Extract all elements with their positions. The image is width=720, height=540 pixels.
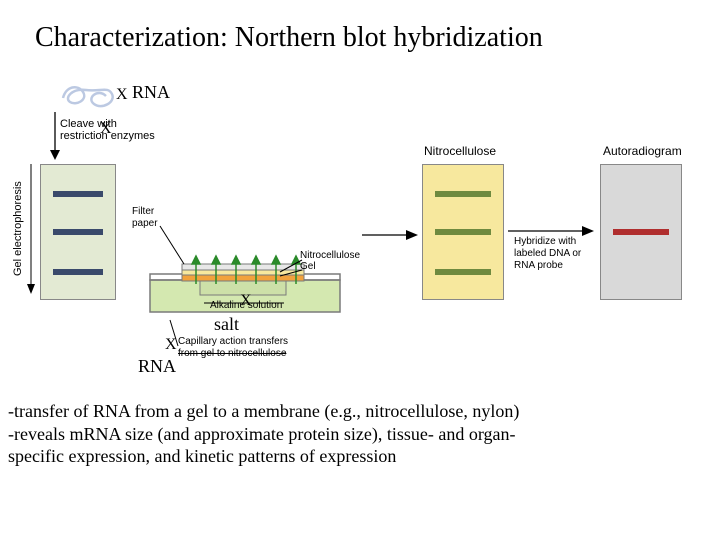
plasmid-icon <box>58 80 118 114</box>
nitgel-label: Nitrocellulose Gel <box>300 250 360 272</box>
hyb-l1: Hybridize with <box>514 236 581 248</box>
cleave-l1: Cleave with <box>60 118 155 130</box>
hyb-l3: RNA probe <box>514 260 581 272</box>
rna-bottom-label: RNA <box>138 356 176 377</box>
body-l2: -reveals mRNA size (and approximate prot… <box>8 423 712 446</box>
autoradiogram-box <box>600 164 682 300</box>
capillary-l2: from gel to nitrocellulose <box>178 348 288 360</box>
hybridize-label: Hybridize with labeled DNA or RNA probe <box>514 236 581 272</box>
filter-l2: paper <box>132 218 158 230</box>
capillary-l1: Capillary action transfers <box>178 336 288 348</box>
filter-pointer-icon <box>158 224 188 268</box>
page-title: Characterization: Northern blot hybridiz… <box>35 22 543 54</box>
cleave-label: Cleave with restriction enzymes <box>60 118 155 142</box>
cleave-l2: restriction enzymes <box>60 130 155 142</box>
capillary-label: Capillary action transfers from gel to n… <box>178 336 288 360</box>
x-mark-3: X <box>240 292 252 310</box>
arrow-gel-to-nitro-icon <box>362 228 418 242</box>
band <box>53 229 103 235</box>
rna-top-label: RNA <box>132 82 170 103</box>
x-mark-1: X <box>116 86 128 104</box>
band <box>435 191 491 197</box>
nitrocellulose-title: Nitrocellulose <box>424 144 496 158</box>
body-l3: specific expression, and kinetic pattern… <box>8 445 712 468</box>
body-text: -transfer of RNA from a gel to a membran… <box>8 400 712 468</box>
filter-l1: Filter <box>132 206 158 218</box>
gel-box <box>40 164 116 300</box>
nitrocellulose-box <box>422 164 504 300</box>
hyb-l2: labeled DNA or <box>514 248 581 260</box>
band <box>53 191 103 197</box>
nitgel-l2: Gel <box>300 261 360 272</box>
band <box>53 269 103 275</box>
band <box>613 229 669 235</box>
x-mark-4: X <box>165 336 177 354</box>
nitgel-l1: Nitrocellulose <box>300 250 360 261</box>
gel-electro-label: Gel electrophoresis <box>12 181 24 276</box>
autoradiogram-title: Autoradiogram <box>603 144 682 158</box>
down-arrow-icon <box>48 112 62 160</box>
band <box>435 269 491 275</box>
nitgel-pointer-icon <box>278 258 304 278</box>
band <box>435 229 491 235</box>
gel-electro-arrow-icon <box>26 164 36 294</box>
body-l1: -transfer of RNA from a gel to a membran… <box>8 400 712 423</box>
filter-label: Filter paper <box>132 206 158 230</box>
salt-label: salt <box>214 314 239 335</box>
